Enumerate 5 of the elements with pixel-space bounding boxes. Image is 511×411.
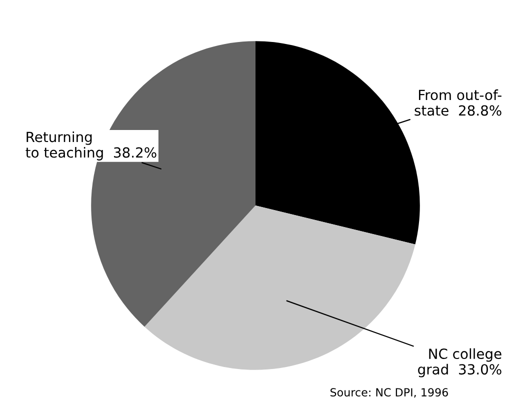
source-note: Source: NC DPI, 1996: [330, 388, 448, 398]
slice-label: Returning to teaching 38.2%: [26, 131, 156, 160]
pie-slice: [144, 206, 416, 370]
slice-label: NC college grad 33.0%: [418, 348, 502, 378]
slice-label: From out-of- state 28.8%: [414, 89, 502, 116]
